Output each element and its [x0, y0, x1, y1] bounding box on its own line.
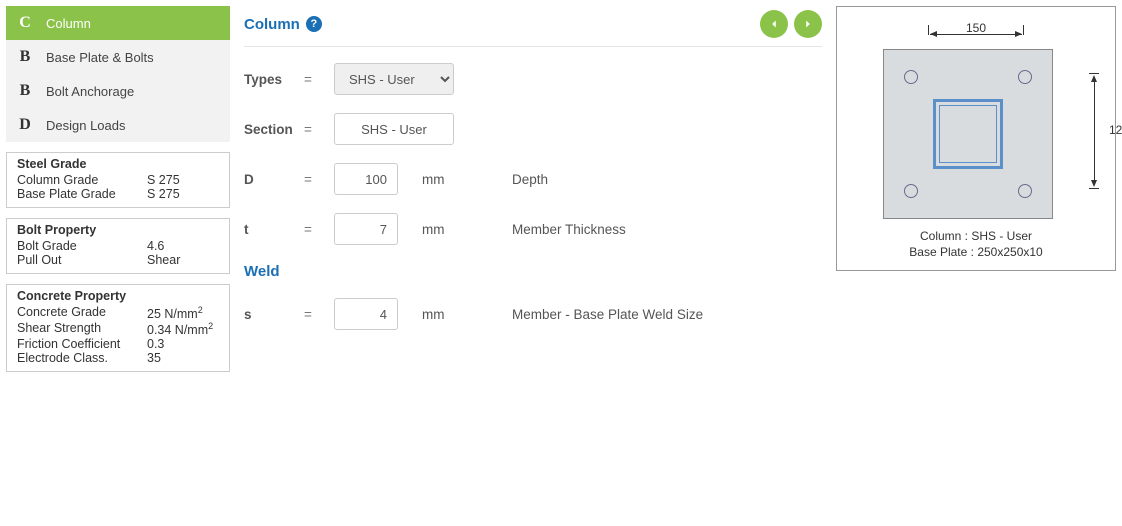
next-button[interactable]: [794, 10, 822, 38]
prop-row: Electrode Class.35: [17, 351, 219, 365]
bolt-icon: [1018, 70, 1032, 84]
nav-label: Design Loads: [46, 118, 126, 133]
diagram-box: 150 125 Column : SHS - User Base Plate :…: [836, 6, 1116, 271]
nav-letter: D: [18, 116, 32, 134]
prop-key: Bolt Grade: [17, 239, 147, 253]
nav-letter: C: [18, 14, 32, 32]
column-section-header: Column ?: [244, 10, 822, 47]
steel-grade-title: Steel Grade: [17, 157, 219, 171]
prop-key: Column Grade: [17, 173, 147, 187]
prop-key: Pull Out: [17, 253, 147, 267]
chevron-right-icon: [801, 17, 815, 31]
dim-top-label: 150: [837, 21, 1115, 35]
prop-key: Shear Strength: [17, 321, 147, 337]
d-label: D: [244, 172, 304, 187]
t-desc: Member Thickness: [512, 222, 626, 237]
prop-key: Friction Coefficient: [17, 337, 147, 351]
diagram-panel: 150 125 Column : SHS - User Base Plate :…: [836, 6, 1116, 520]
weld-title: Weld: [244, 263, 822, 280]
d-desc: Depth: [512, 172, 548, 187]
help-icon[interactable]: ?: [306, 16, 322, 32]
nav-item-column[interactable]: C Column: [6, 6, 230, 40]
section-row: Section =: [244, 113, 822, 145]
s-desc: Member - Base Plate Weld Size: [512, 307, 703, 322]
nav-arrows: [760, 10, 822, 38]
nav-item-base-plate-bolts[interactable]: B Base Plate & Bolts: [6, 40, 230, 74]
d-unit: mm: [422, 172, 482, 187]
t-input[interactable]: [334, 213, 398, 245]
section-label: Section: [244, 122, 304, 137]
d-input[interactable]: [334, 163, 398, 195]
prop-value: 25 N/mm2: [147, 305, 219, 321]
concrete-property-title: Concrete Property: [17, 289, 219, 303]
prop-value: 0.34 N/mm2: [147, 321, 219, 337]
s-unit: mm: [422, 307, 482, 322]
caption-line-2: Base Plate : 250x250x10: [837, 244, 1115, 260]
steel-grade-box: Steel Grade Column GradeS 275Base Plate …: [6, 152, 230, 208]
prop-value: S 275: [147, 173, 219, 187]
prop-row: Pull OutShear: [17, 253, 219, 267]
bolt-icon: [1018, 184, 1032, 198]
dim-right-line: [1085, 73, 1103, 189]
bolt-icon: [904, 70, 918, 84]
types-row: Types = SHS - User: [244, 63, 822, 95]
column-title: Column ?: [244, 16, 322, 33]
dim-top-line: [928, 29, 1024, 30]
nav-label: Base Plate & Bolts: [46, 50, 154, 65]
bolt-property-box: Bolt Property Bolt Grade4.6Pull OutShear: [6, 218, 230, 274]
prop-row: Column GradeS 275: [17, 173, 219, 187]
diagram-caption: Column : SHS - User Base Plate : 250x250…: [837, 228, 1115, 260]
prop-key: Concrete Grade: [17, 305, 147, 321]
prop-row: Shear Strength0.34 N/mm2: [17, 321, 219, 337]
types-label: Types: [244, 72, 304, 87]
concrete-property-box: Concrete Property Concrete Grade25 N/mm2…: [6, 284, 230, 372]
section-input[interactable]: [334, 113, 454, 145]
prop-value: 35: [147, 351, 219, 365]
prop-row: Concrete Grade25 N/mm2: [17, 305, 219, 321]
nav-label: Column: [46, 16, 91, 31]
t-row: t = mm Member Thickness: [244, 213, 822, 245]
prop-value: 4.6: [147, 239, 219, 253]
nav-item-design-loads[interactable]: D Design Loads: [6, 108, 230, 142]
t-unit: mm: [422, 222, 482, 237]
s-input[interactable]: [334, 298, 398, 330]
nav-label: Bolt Anchorage: [46, 84, 134, 99]
prop-value: 0.3: [147, 337, 219, 351]
d-row: D = mm Depth: [244, 163, 822, 195]
prop-row: Friction Coefficient0.3: [17, 337, 219, 351]
prop-value: S 275: [147, 187, 219, 201]
prop-row: Base Plate GradeS 275: [17, 187, 219, 201]
shs-inner: [939, 105, 997, 163]
types-select[interactable]: SHS - User: [334, 63, 454, 95]
nav-list: C Column B Base Plate & Bolts B Bolt Anchorag…: [6, 6, 230, 142]
column-title-text: Column: [244, 16, 300, 33]
prop-key: Electrode Class.: [17, 351, 147, 365]
prop-key: Base Plate Grade: [17, 187, 147, 201]
prop-value: Shear: [147, 253, 219, 267]
base-plate: [883, 49, 1053, 219]
chevron-left-icon: [767, 17, 781, 31]
form-panel: Column ? Types = SHS - User Section = D …: [244, 6, 822, 520]
bolt-property-title: Bolt Property: [17, 223, 219, 237]
eq: =: [304, 72, 334, 87]
nav-letter: B: [18, 48, 32, 66]
prop-row: Bolt Grade4.6: [17, 239, 219, 253]
nav-letter: B: [18, 82, 32, 100]
nav-item-bolt-anchorage[interactable]: B Bolt Anchorage: [6, 74, 230, 108]
dim-right-label: 125: [1109, 123, 1122, 137]
s-row: s = mm Member - Base Plate Weld Size: [244, 298, 822, 330]
caption-line-1: Column : SHS - User: [837, 228, 1115, 244]
bolt-icon: [904, 184, 918, 198]
prev-button[interactable]: [760, 10, 788, 38]
left-sidebar: C Column B Base Plate & Bolts B Bolt Anchorag…: [6, 6, 230, 520]
t-label: t: [244, 222, 304, 237]
s-label: s: [244, 307, 304, 322]
